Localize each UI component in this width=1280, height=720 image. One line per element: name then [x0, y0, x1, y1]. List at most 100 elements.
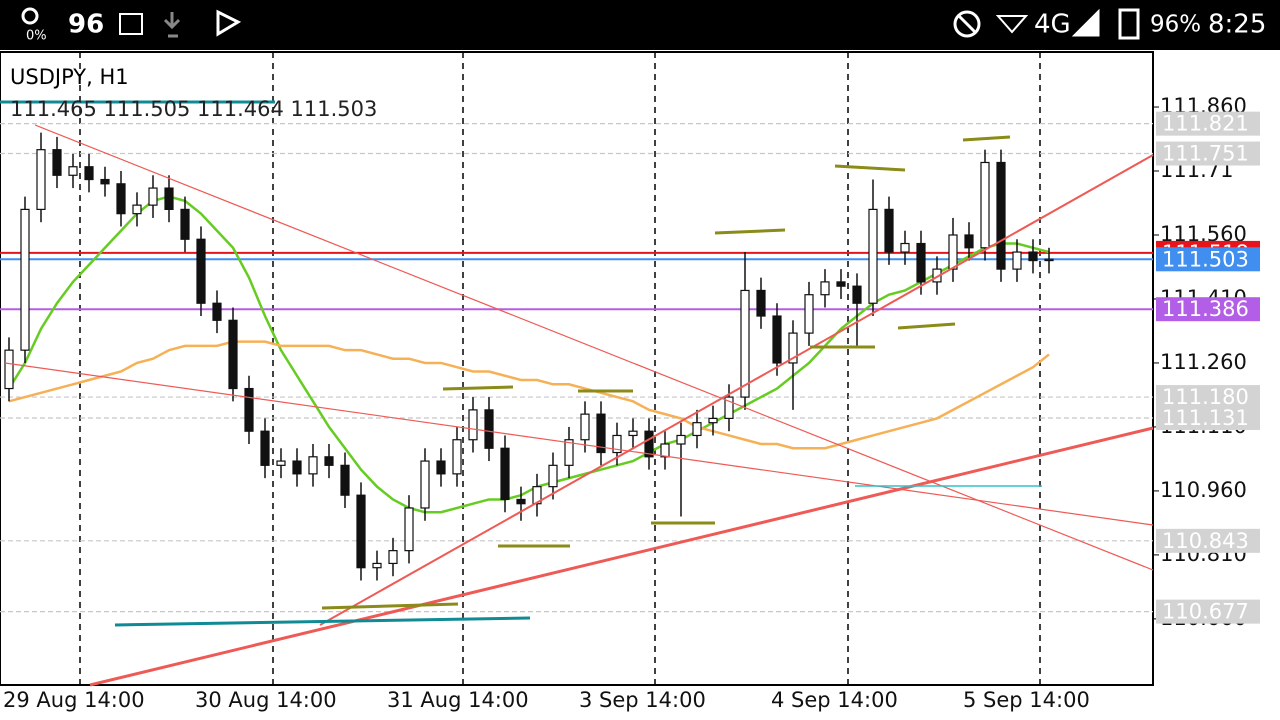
price-label: 111.386 [1162, 297, 1249, 321]
price-label: 110.843 [1162, 529, 1249, 553]
moving-average [8, 340, 1050, 450]
candle-body [52, 149, 62, 176]
candle-body [852, 285, 862, 304]
candle-body [132, 204, 142, 215]
x-tick-label: 3 Sep 14:00 [579, 688, 706, 712]
candle-body [580, 413, 590, 441]
candle-body [1044, 258, 1054, 262]
candle-body [644, 430, 654, 458]
candle-body [420, 460, 430, 509]
x-tick-label: 4 Sep 14:00 [771, 688, 898, 712]
price-label-box [1156, 405, 1260, 430]
candle-body [404, 507, 414, 552]
price-label-box [1156, 141, 1260, 166]
candle-body [836, 281, 846, 287]
drawn-objects [0, 100, 1154, 687]
candle-body [948, 234, 958, 270]
status-icons [21, 7, 1140, 40]
x-tick-label: 31 Aug 14:00 [387, 688, 529, 712]
candle-body [4, 349, 14, 390]
candle-body [868, 208, 878, 304]
candle-body [692, 422, 702, 437]
x-tick-label: 30 Aug 14:00 [195, 688, 337, 712]
candle-body [964, 234, 974, 249]
candle-body [980, 161, 990, 249]
candle-body [356, 494, 366, 569]
x-tick-label: 29 Aug 14:00 [3, 688, 145, 712]
candle-body [212, 302, 222, 321]
candle-body [900, 242, 910, 253]
candle-body [804, 294, 814, 334]
candle-body [756, 289, 766, 317]
candle-body [1012, 251, 1022, 270]
candle-body [996, 161, 1006, 270]
price-label: 111.131 [1162, 406, 1249, 430]
candle-body [148, 187, 158, 206]
candle-body [244, 387, 254, 432]
candle-body [820, 281, 830, 296]
candle-body [628, 430, 638, 437]
price-label-box [1156, 528, 1260, 553]
candle-body [612, 434, 622, 454]
candle-body [308, 456, 318, 475]
battery-text: 96% [1150, 12, 1201, 38]
candle-body [20, 208, 30, 351]
candle-body [196, 238, 206, 304]
network-type: 4G [1034, 10, 1071, 40]
price-label-box [1156, 297, 1260, 322]
candle-body [532, 486, 542, 505]
plot-frame [0, 51, 1154, 686]
candle-body [84, 166, 94, 181]
status-bar [0, 0, 1280, 50]
candle-body [596, 413, 606, 454]
plot-area [0, 51, 1154, 686]
candle-body [180, 208, 190, 240]
candle-body [500, 447, 510, 501]
y-tick-label: 111.260 [1160, 350, 1247, 374]
candle-body [468, 409, 478, 441]
candle-body [788, 332, 798, 364]
candle-body [340, 464, 350, 496]
candle-body [36, 149, 46, 210]
candle-body [228, 319, 238, 390]
candle-body [564, 439, 574, 466]
y-tick-label: 110.960 [1160, 478, 1247, 502]
candle-body [916, 242, 926, 283]
candle-body [388, 550, 398, 565]
candle-body [100, 178, 110, 185]
x-tick-label: 5 Sep 14:00 [963, 688, 1090, 712]
candle-body [164, 187, 174, 210]
candle-body [724, 396, 734, 420]
candle-body [548, 464, 558, 488]
price-label: 111.751 [1162, 142, 1249, 166]
candle-body [276, 460, 286, 466]
candle-body [884, 208, 894, 253]
price-label-box [1156, 385, 1260, 410]
candle-body [516, 498, 526, 505]
candle-body [660, 443, 670, 458]
clock: 8:25 [1208, 10, 1266, 40]
candle-body [292, 460, 302, 475]
candle-body [116, 183, 126, 215]
price-label: 111.180 [1162, 385, 1249, 409]
candle-body [68, 166, 78, 176]
candle-body [772, 315, 782, 364]
price-label-box [1156, 111, 1260, 136]
price-label-box [1156, 599, 1260, 624]
candle-body [708, 417, 718, 424]
price-label: 111.503 [1162, 247, 1249, 271]
candle-body [740, 289, 750, 398]
price-label-box [1156, 247, 1260, 272]
symbol-title: USDJPY, H1 [10, 65, 129, 89]
ohlc-readout: 111.465 111.505 111.464 111.503 [10, 97, 377, 121]
candle-body [260, 430, 270, 466]
price-label: 110.677 [1162, 600, 1249, 624]
candle-body [436, 460, 446, 475]
candle-body [676, 434, 686, 445]
weather-text: 0% [26, 29, 47, 44]
candle-body [1028, 251, 1038, 262]
candle-body [324, 456, 334, 466]
notification-count: 96 [68, 10, 104, 40]
candle-body [372, 562, 382, 569]
